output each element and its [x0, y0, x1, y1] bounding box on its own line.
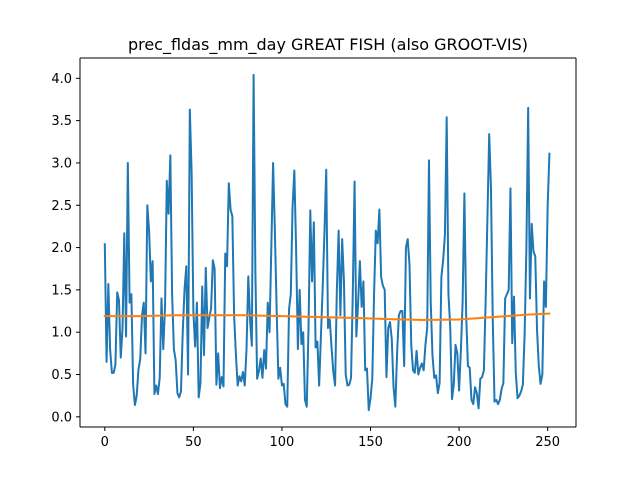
y-tick-label-1: 0.5 [51, 368, 72, 383]
y-tick-label-6: 3.0 [51, 156, 72, 171]
y-tick-label-8: 4.0 [51, 72, 72, 87]
x-tick-label-150: 150 [358, 435, 383, 450]
x-tick-label-50: 50 [185, 435, 202, 450]
y-tick-label-2: 1.0 [51, 326, 72, 341]
x-tick-label-0: 0 [101, 435, 109, 450]
series-line-2 [103, 312, 551, 321]
chart-title: prec_fldas_mm_day GREAT FISH (also GROOT… [128, 35, 528, 55]
y-tick-label-7: 3.5 [51, 114, 72, 129]
y-tick-label-3: 1.5 [51, 283, 72, 298]
series-group [103, 73, 551, 412]
y-tick-label-5: 2.5 [51, 199, 72, 214]
y-tick-label-4: 2.0 [51, 241, 72, 256]
x-tick-label-250: 250 [535, 435, 560, 450]
series-line-1 [103, 73, 551, 412]
series-layer [103, 73, 551, 412]
axes-layer [79, 57, 577, 428]
x-tick-label-100: 100 [270, 435, 295, 450]
ticks-layer: 0 50 100 150 200 250 0.0 0.5 1.0 1.5 2.0 2.5 3.0 3.5 4… [51, 72, 560, 450]
y-tick-label-0: 0.0 [51, 410, 72, 425]
x-tick-label-200: 200 [447, 435, 472, 450]
